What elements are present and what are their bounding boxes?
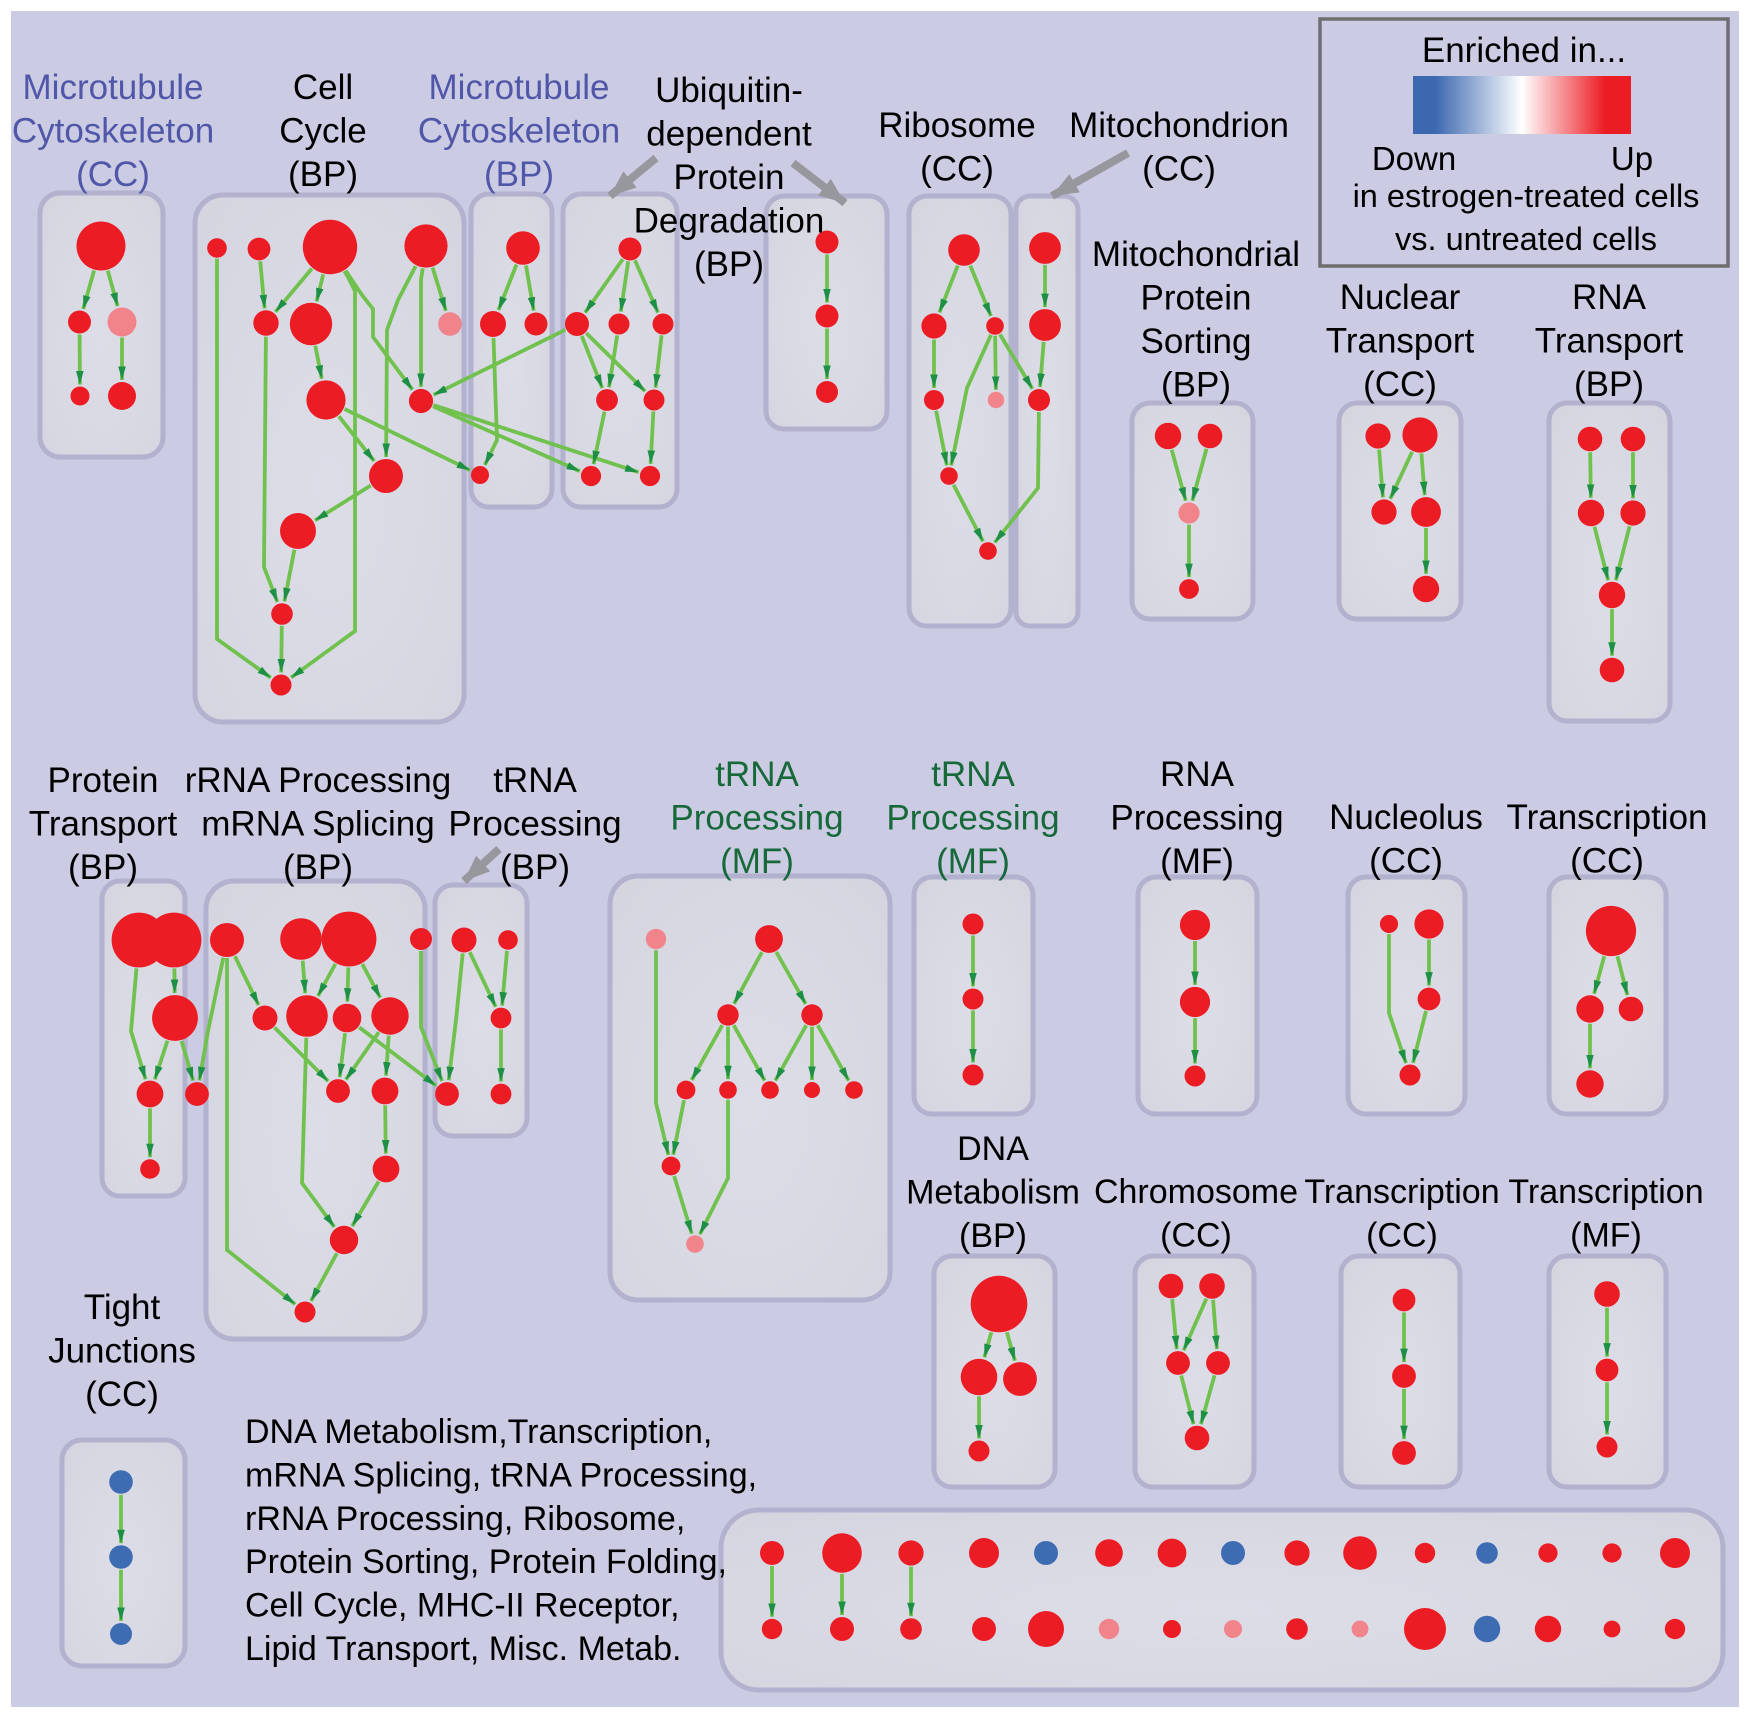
svg-text:(BP): (BP): [484, 155, 554, 194]
svg-text:(BP): (BP): [959, 1217, 1027, 1255]
svg-text:Ribosome: Ribosome: [878, 106, 1036, 145]
svg-text:Protein: Protein: [48, 761, 159, 800]
svg-text:(CC): (CC): [1366, 1217, 1438, 1255]
svg-text:Ubiquitin-: Ubiquitin-: [655, 71, 803, 110]
svg-text:Sorting: Sorting: [1141, 322, 1252, 361]
svg-text:(MF): (MF): [1570, 1217, 1642, 1255]
svg-text:Processing: Processing: [448, 805, 621, 844]
svg-text:(BP): (BP): [283, 848, 353, 887]
svg-text:vs. untreated cells: vs. untreated cells: [1395, 221, 1657, 257]
svg-text:Microtubule: Microtubule: [23, 68, 204, 107]
svg-text:Processing: Processing: [670, 799, 843, 838]
svg-text:mRNA Splicing: mRNA Splicing: [201, 805, 434, 844]
svg-text:Cytoskeleton: Cytoskeleton: [12, 112, 214, 151]
svg-text:Mitochondrion: Mitochondrion: [1069, 106, 1289, 145]
svg-text:(MF): (MF): [1160, 842, 1234, 881]
svg-text:Metabolism: Metabolism: [906, 1174, 1080, 1212]
svg-text:Cell: Cell: [293, 68, 353, 107]
svg-text:Transport: Transport: [1535, 322, 1684, 361]
svg-text:(BP): (BP): [1161, 366, 1231, 405]
svg-text:(CC): (CC): [920, 150, 994, 189]
svg-text:in estrogen-treated cells: in estrogen-treated cells: [1353, 178, 1700, 214]
svg-text:Degradation: Degradation: [634, 202, 825, 241]
svg-text:DNA: DNA: [957, 1130, 1029, 1168]
svg-text:tRNA: tRNA: [715, 755, 799, 794]
svg-text:Chromosome: Chromosome: [1094, 1173, 1298, 1211]
svg-text:Up: Up: [1611, 140, 1653, 177]
svg-text:RNA: RNA: [1160, 755, 1235, 794]
svg-text:dependent: dependent: [646, 115, 812, 154]
svg-text:Transcription: Transcription: [1508, 1173, 1703, 1211]
svg-text:DNA Metabolism,Transcription,: DNA Metabolism,Transcription,: [245, 1413, 712, 1451]
svg-text:(CC): (CC): [1363, 365, 1437, 404]
svg-text:(BP): (BP): [68, 848, 138, 887]
svg-text:tRNA: tRNA: [493, 761, 577, 800]
svg-text:(CC): (CC): [85, 1375, 159, 1414]
svg-text:(CC): (CC): [1570, 842, 1644, 881]
svg-text:rRNA Processing: rRNA Processing: [185, 761, 451, 800]
svg-text:Tight: Tight: [84, 1288, 161, 1327]
svg-text:(BP): (BP): [1574, 365, 1644, 404]
svg-text:(BP): (BP): [694, 245, 764, 284]
svg-text:Transport: Transport: [1326, 322, 1475, 361]
svg-text:Protein: Protein: [674, 158, 785, 197]
svg-text:(MF): (MF): [720, 842, 794, 881]
svg-text:Microtubule: Microtubule: [429, 68, 610, 107]
svg-text:Processing: Processing: [886, 799, 1059, 838]
svg-text:Protein Sorting, Protein Foldi: Protein Sorting, Protein Folding,: [245, 1543, 727, 1581]
svg-text:Transcription: Transcription: [1304, 1173, 1499, 1211]
svg-text:Down: Down: [1372, 140, 1456, 177]
svg-text:Mitochondrial: Mitochondrial: [1092, 235, 1300, 274]
svg-text:Cell Cycle, MHC-II Receptor,: Cell Cycle, MHC-II Receptor,: [245, 1587, 680, 1625]
svg-text:Protein: Protein: [1141, 279, 1252, 318]
svg-text:rRNA Processing, Ribosome,: rRNA Processing, Ribosome,: [245, 1500, 685, 1538]
svg-text:RNA: RNA: [1572, 278, 1647, 317]
svg-text:(MF): (MF): [936, 842, 1010, 881]
svg-text:tRNA: tRNA: [931, 755, 1015, 794]
svg-text:(CC): (CC): [1369, 842, 1443, 881]
svg-text:Transcription: Transcription: [1507, 798, 1708, 837]
svg-text:Nuclear: Nuclear: [1340, 278, 1461, 317]
svg-text:(BP): (BP): [288, 155, 358, 194]
svg-text:(CC): (CC): [1160, 1217, 1232, 1255]
svg-text:Junctions: Junctions: [48, 1332, 196, 1371]
svg-text:Lipid Transport, Misc. Metab.: Lipid Transport, Misc. Metab.: [245, 1630, 682, 1668]
svg-text:Processing: Processing: [1110, 799, 1283, 838]
svg-text:Cytoskeleton: Cytoskeleton: [418, 112, 620, 151]
svg-text:Enriched in...: Enriched in...: [1422, 31, 1626, 70]
svg-text:(CC): (CC): [76, 155, 150, 194]
svg-text:Nucleolus: Nucleolus: [1329, 798, 1483, 837]
svg-text:(CC): (CC): [1142, 150, 1216, 189]
svg-text:mRNA Splicing, tRNA Processing: mRNA Splicing, tRNA Processing,: [245, 1456, 757, 1494]
svg-text:Transport: Transport: [29, 805, 178, 844]
svg-text:Cycle: Cycle: [279, 112, 367, 151]
svg-text:(BP): (BP): [500, 848, 570, 887]
